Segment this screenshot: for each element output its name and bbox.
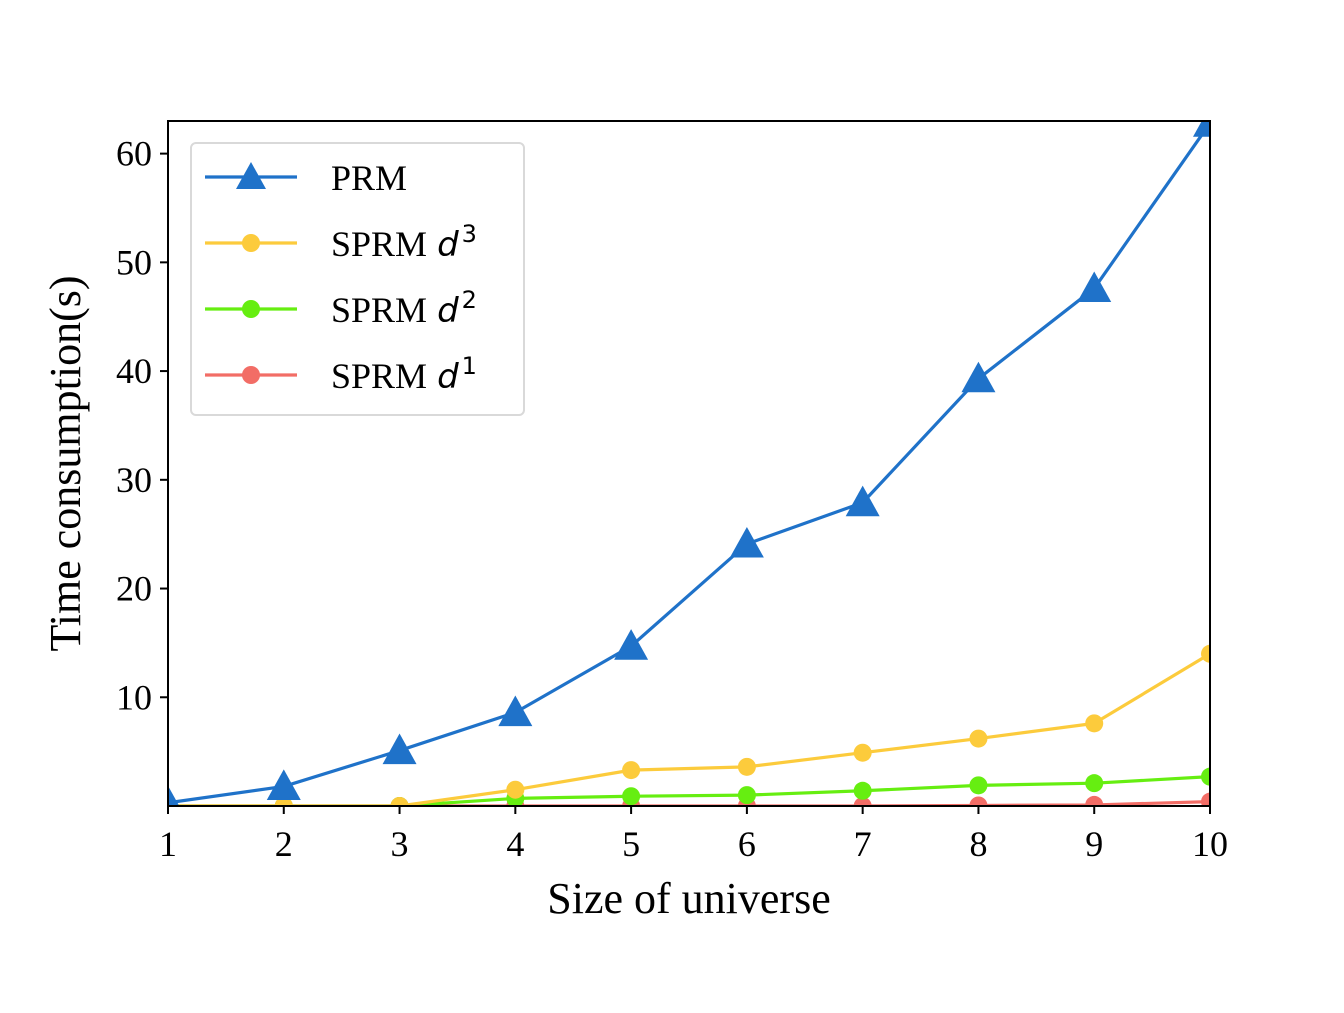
x-tick-label: 8 [969, 824, 987, 864]
series-2-point [853, 781, 872, 800]
x-tick-label: 5 [622, 824, 640, 864]
y-tick-label: 50 [116, 242, 152, 282]
legend-marker [242, 366, 260, 384]
series-1-point [853, 743, 872, 762]
series-1-point [1085, 714, 1104, 733]
series-3-point [1201, 792, 1210, 806]
series-0-point [382, 733, 417, 765]
series-0-point [498, 695, 533, 727]
series-2-point [969, 776, 988, 795]
legend-label: SPRM d 1 [331, 352, 477, 397]
series-3-point [1085, 795, 1104, 806]
legend-label: PRM [331, 158, 407, 198]
x-tick-label: 6 [738, 824, 756, 864]
series-2-line [168, 775, 1210, 806]
series-0-line [168, 122, 1210, 805]
series-3-point [969, 796, 988, 806]
series-3-point [853, 797, 872, 806]
x-tick-label: 3 [391, 824, 409, 864]
series-1-point [737, 757, 756, 776]
axis-ticks: 1 2 3 4 5 6 7 8 9 10 10 20 30 40 50 60 [116, 134, 1228, 864]
legend-entry: SPRM d 1 [205, 352, 477, 397]
legend-box [190, 142, 525, 416]
series-1-point [506, 780, 525, 799]
series-2-point [737, 786, 756, 805]
y-tick-label: 30 [116, 460, 152, 500]
series-1-point [969, 729, 988, 748]
plot-frame [167, 120, 1211, 807]
legend-label: SPRM d 2 [331, 286, 477, 331]
legend: PRM SPRM d 3 SPRM d 2 SPRM d 1 [190, 142, 525, 416]
y-axis-label: Time consumption(s) [41, 275, 90, 651]
x-tick-label: 1 [159, 824, 177, 864]
series-0-point [1077, 271, 1112, 303]
series-1-point [1201, 644, 1210, 663]
x-tick-label: 2 [275, 824, 293, 864]
x-tick-label: 9 [1085, 824, 1103, 864]
series-0-point [845, 485, 880, 517]
x-tick-label: 7 [854, 824, 872, 864]
series-0-point [266, 769, 301, 801]
series-0-point [614, 629, 649, 660]
legend-marker [236, 162, 266, 189]
series-0-point [961, 361, 996, 393]
series-2-point [622, 787, 641, 806]
series-1-line [168, 652, 1210, 806]
y-tick-label: 60 [116, 134, 152, 174]
series-2-point [1085, 774, 1104, 793]
legend-entry: SPRM d 3 [205, 220, 477, 265]
y-tick-label: 10 [116, 677, 152, 717]
legend-entry: SPRM d 2 [205, 286, 477, 331]
y-tick-label: 20 [116, 569, 152, 609]
series-0-point [168, 785, 180, 806]
series-1-point [622, 761, 641, 780]
legend-marker [242, 300, 260, 318]
series-0-point [1193, 121, 1210, 137]
x-tick-label: 4 [506, 824, 524, 864]
series-0-point [729, 526, 764, 558]
legend-entry: PRM [205, 158, 407, 198]
legend-label: SPRM d 3 [331, 220, 477, 265]
x-tick-label: 10 [1192, 824, 1228, 864]
legend-marker [242, 234, 260, 252]
x-axis-label: Size of universe [547, 874, 830, 923]
series-1-point [390, 797, 409, 806]
y-tick-label: 40 [116, 351, 152, 391]
series-2-point [1201, 767, 1210, 786]
